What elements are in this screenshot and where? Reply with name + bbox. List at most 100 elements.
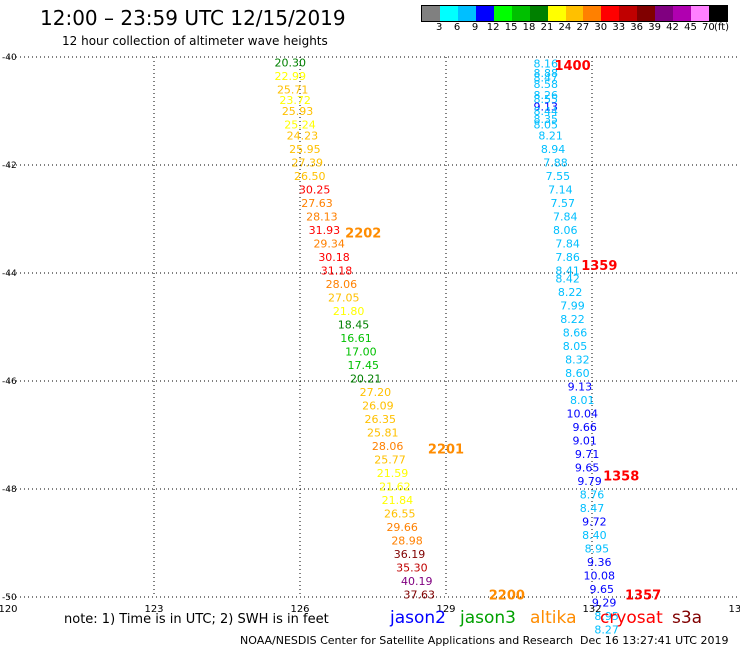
wave-height-label: 31.93 — [309, 224, 341, 237]
legend-swatch — [673, 6, 692, 21]
wave-height-label: 9.13 — [534, 101, 559, 114]
wave-height-label: 9.01 — [572, 434, 597, 447]
wave-height-label: 8.95 — [594, 610, 619, 623]
timestamp: Dec 16 13:27:41 UTC 2019 — [580, 634, 729, 647]
legend-swatch — [529, 6, 548, 21]
legend-tick-label: 9 — [471, 22, 479, 33]
legend-tick-label: 21 — [540, 22, 554, 33]
x-tick-label: 126 — [290, 604, 309, 615]
wave-height-label: 29.34 — [313, 237, 345, 250]
wave-height-label: 9.71 — [575, 448, 600, 461]
pass-time-label: 1359 — [581, 259, 617, 274]
legend-swatch — [601, 6, 620, 21]
x-tick-label: 132 — [582, 604, 601, 615]
legend-tick-label: 30 — [594, 22, 608, 33]
legend-tick-label: 15 — [504, 22, 518, 33]
wave-height-label: 35.30 — [396, 561, 428, 574]
wave-height-label: 7.14 — [548, 183, 573, 196]
footnote: note: 1) Time is in UTC; 2) SWH is in fe… — [64, 612, 329, 627]
legend-tick-label: 3 — [435, 22, 443, 33]
wave-height-label: 8.44 — [534, 105, 559, 118]
y-tick-label: -40 — [2, 53, 17, 63]
legend-tick-label: 12 — [486, 22, 500, 33]
wave-height-label: 31.18 — [321, 264, 353, 277]
legend-swatch — [457, 6, 476, 21]
wave-height-label: 8.41 — [555, 264, 580, 277]
wave-height-label: 7.84 — [555, 237, 580, 250]
wave-height-label: 7.88 — [543, 156, 568, 169]
wave-height-label: 8.60 — [565, 367, 590, 380]
pass-time-label: 2200 — [489, 588, 525, 603]
wave-height-label: 8.16 — [534, 57, 559, 70]
wave-height-label: 8.05 — [563, 340, 588, 353]
wave-height-label: 21.80 — [333, 305, 365, 318]
wave-height-label: 16.61 — [340, 332, 372, 345]
wave-height-label: 40.19 — [401, 575, 433, 588]
wave-height-label: 36.19 — [394, 548, 426, 561]
wave-height-label: 8.58 — [534, 78, 559, 91]
wave-height-label: 25.93 — [282, 105, 314, 118]
x-tick-label: 120 — [0, 604, 18, 615]
legend-tick-label: 18 — [522, 22, 536, 33]
y-tick-label: -42 — [2, 161, 17, 171]
wave-height-label: 26.35 — [365, 413, 397, 426]
y-tick-label: -48 — [2, 485, 17, 495]
satellite-legend-s3a: s3a — [672, 608, 703, 628]
credit-line: NOAA/NESDIS Center for Satellite Applica… — [240, 634, 574, 647]
wave-height-label: 17.00 — [345, 345, 377, 358]
wave-height-label: 9.29 — [592, 596, 617, 609]
wave-height-label: 8.66 — [563, 326, 588, 339]
x-tick-label: 135 — [728, 604, 740, 615]
wave-height-label: 8.40 — [582, 529, 607, 542]
wave-height-label: 8.95 — [585, 542, 610, 555]
wave-height-label: 10.08 — [584, 569, 616, 582]
wave-height-label: 7.86 — [555, 251, 580, 264]
legend-swatch — [547, 6, 566, 21]
wave-height-label: 26.55 — [384, 507, 416, 520]
wave-height-label: 26.50 — [294, 170, 326, 183]
wave-height-label: 8.47 — [580, 502, 605, 515]
wave-height-label: 8.06 — [553, 224, 578, 237]
wave-height-label: 28.06 — [372, 440, 404, 453]
wave-height-label: 20.21 — [350, 372, 382, 385]
legend-swatch — [691, 6, 709, 21]
wave-height-label: 25.95 — [289, 143, 321, 156]
wave-height-label: 30.18 — [318, 251, 350, 264]
wave-height-label: 24.23 — [287, 129, 319, 142]
pass-time-label: 1400 — [554, 59, 590, 74]
y-tick-label: -44 — [2, 269, 17, 279]
wave-height-label: 30.25 — [299, 183, 331, 196]
wave-height-label: 8.32 — [565, 353, 590, 366]
wave-height-label: 8.01 — [570, 394, 595, 407]
legend-tick-label: 39 — [648, 22, 661, 33]
wave-height-label: 22.99 — [275, 70, 307, 83]
wave-height-label: 8.55 — [534, 93, 559, 106]
legend-tick-label: 36 — [630, 22, 644, 33]
wave-height-label: 25.77 — [374, 453, 406, 466]
pass-time-label: 1358 — [603, 470, 639, 485]
wave-height-label: 28.13 — [306, 210, 338, 223]
legend-tick-label: 33 — [612, 22, 626, 33]
wave-height-label: 8.22 — [558, 286, 583, 299]
legend-tick-label: 42 — [666, 22, 679, 33]
wave-height-label: 26.09 — [362, 399, 394, 412]
wave-height-label: 9.13 — [568, 380, 593, 393]
satellite-legend-cryosat: cryosat — [600, 608, 663, 628]
wave-height-label: 23.72 — [279, 94, 311, 107]
pass-time-label: 1357 — [625, 588, 661, 603]
legend-tick-label: 70 — [702, 22, 715, 33]
wave-height-label: 9.66 — [572, 421, 597, 434]
wave-height-label: 8.47 — [534, 72, 559, 85]
legend-swatch — [511, 6, 530, 21]
wave-height-label: 21.84 — [382, 494, 414, 507]
legend-swatch — [422, 6, 440, 21]
legend-swatch — [709, 6, 727, 21]
wave-height-label: 17.45 — [348, 359, 380, 372]
legend-tick-label: (ft) — [714, 22, 730, 33]
pass-time-label: 2201 — [428, 443, 464, 458]
wave-height-label: 8.22 — [560, 313, 585, 326]
wave-height-label: 9.72 — [582, 515, 607, 528]
wave-height-label: 21.62 — [379, 480, 411, 493]
